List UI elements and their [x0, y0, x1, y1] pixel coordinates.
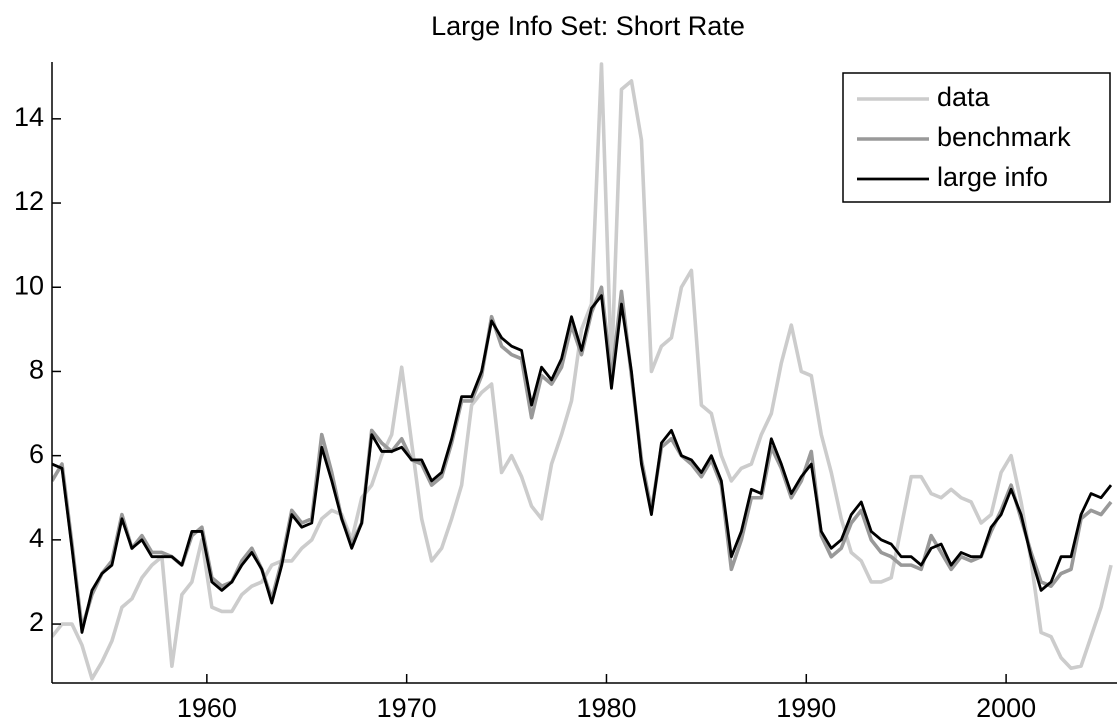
y-tick-label: 8 — [29, 355, 44, 385]
legend-label: large info — [937, 162, 1048, 192]
y-tick-label: 12 — [14, 186, 44, 216]
x-tick-label: 1970 — [377, 693, 437, 723]
y-tick-label: 2 — [29, 607, 44, 637]
y-tick-label: 4 — [29, 523, 44, 553]
x-tick-label: 1980 — [576, 693, 636, 723]
plot-area — [52, 62, 1113, 681]
legend-label: data — [937, 82, 991, 112]
y-tick-label: 6 — [29, 439, 44, 469]
chart-title: Large Info Set: Short Rate — [431, 11, 745, 41]
y-tick-label: 10 — [14, 270, 44, 300]
series-line — [52, 294, 1113, 634]
x-tick-label: 1990 — [776, 693, 836, 723]
legend-label: benchmark — [937, 122, 1071, 152]
x-tick-label: 1960 — [177, 693, 237, 723]
x-tick-label: 2000 — [976, 693, 1036, 723]
y-tick-label: 14 — [14, 102, 44, 132]
series-line — [52, 62, 1113, 681]
